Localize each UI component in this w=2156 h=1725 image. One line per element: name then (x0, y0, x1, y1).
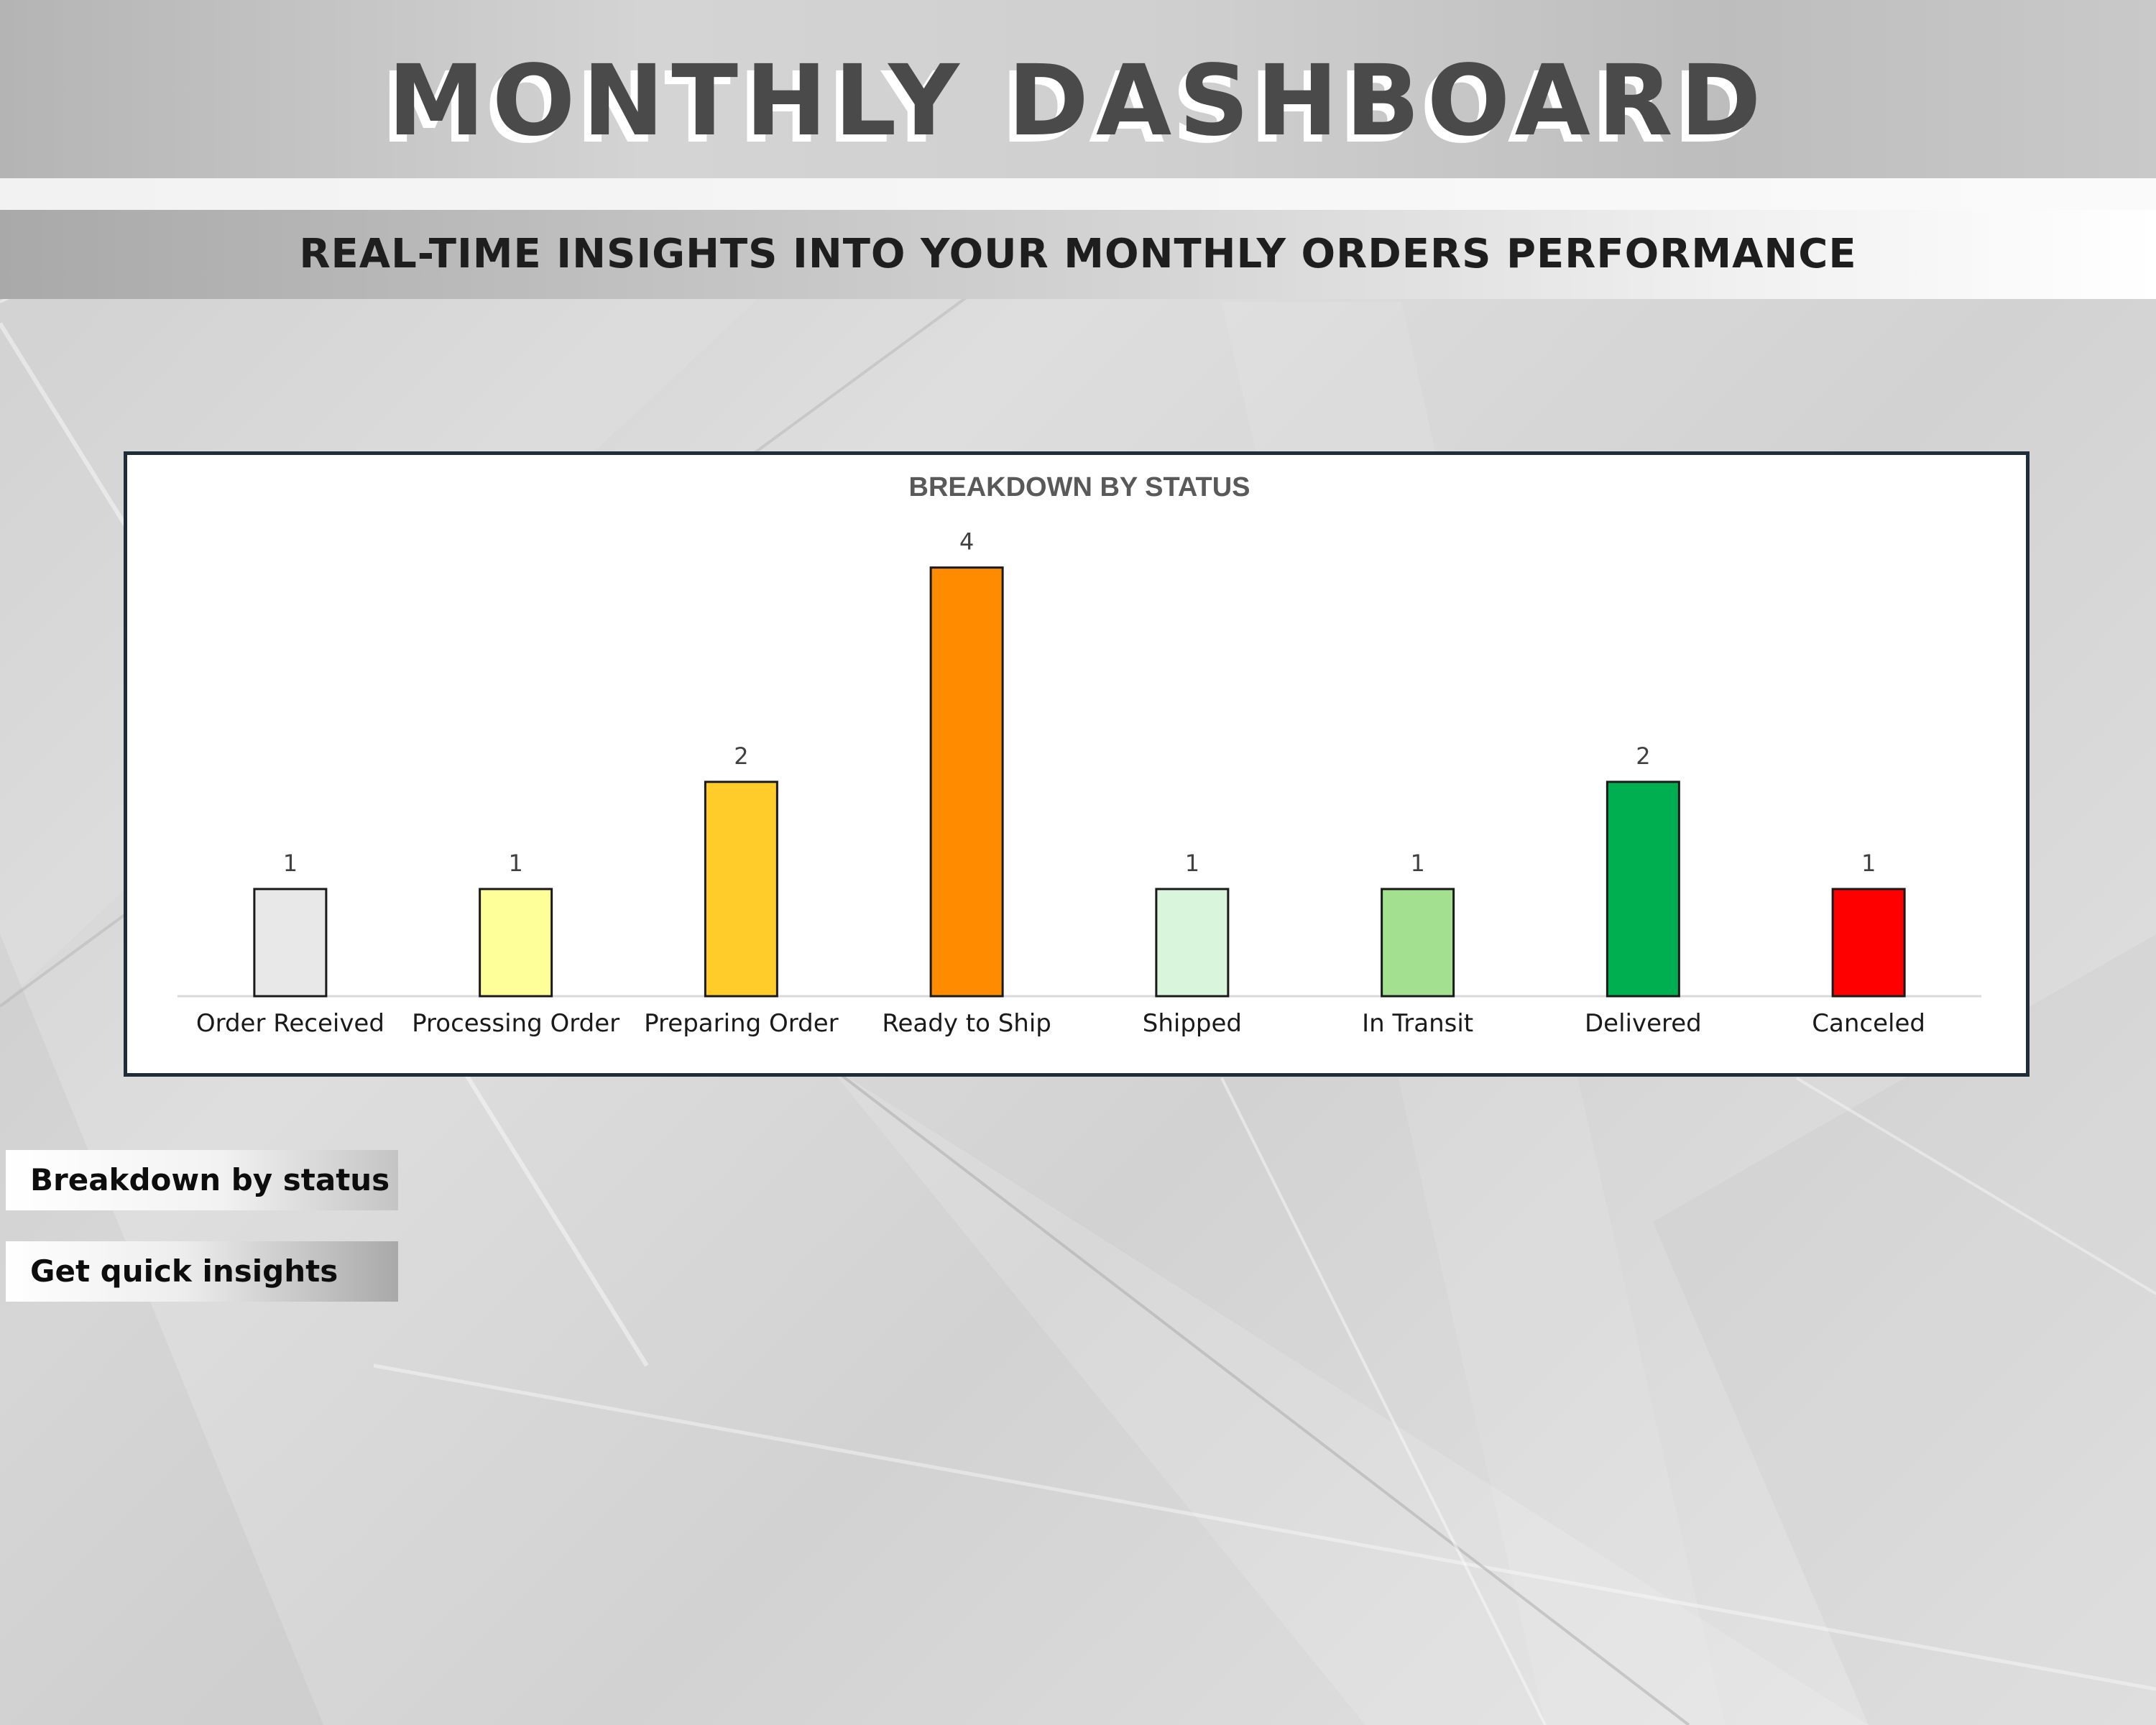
category-label: Delivered (1585, 1009, 1702, 1038)
page-title: MONTHLY DASHBOARD (387, 45, 1769, 158)
subtitle-band: REAL-TIME INSIGHTS INTO YOUR MONTHLY ORD… (0, 210, 2156, 299)
category-label: Processing Order (412, 1009, 619, 1038)
bar-in-transit (1381, 888, 1455, 998)
bar-ready-to-ship (929, 566, 1004, 998)
data-label: 1 (1410, 850, 1424, 877)
status-chart-card: BREAKDOWN BY STATUS 1 Order Received 1 Proc… (124, 451, 2030, 1077)
bar-delivered (1606, 781, 1680, 998)
bar-shipped (1155, 888, 1230, 998)
category-label: Shipped (1143, 1009, 1242, 1038)
category-label: Ready to Ship (882, 1009, 1051, 1038)
data-label: 1 (1861, 850, 1876, 877)
data-label: 2 (1636, 742, 1650, 770)
category-label: In Transit (1362, 1009, 1473, 1038)
data-label: 1 (1185, 850, 1199, 877)
status-bar-chart: BREAKDOWN BY STATUS 1 Order Received 1 Proc… (178, 472, 1981, 1038)
header-band: MONTHLY DASHBOARD (0, 0, 2156, 178)
bar-canceled (1831, 888, 1906, 998)
page-subtitle: REAL-TIME INSIGHTS INTO YOUR MONTHLY ORD… (299, 231, 1857, 277)
category-label: Order Received (196, 1009, 384, 1038)
header-divider (0, 178, 2156, 210)
get-quick-insights-button[interactable]: Get quick insights (6, 1241, 398, 1302)
data-label: 2 (734, 742, 748, 770)
chart-title: BREAKDOWN BY STATUS (909, 472, 1250, 502)
data-label: 4 (959, 528, 974, 556)
data-label: 1 (283, 850, 298, 877)
bar-order-received (253, 888, 328, 998)
category-label: Preparing Order (644, 1009, 838, 1038)
bar-preparing-order (704, 781, 778, 998)
bar-processing-order (479, 888, 553, 998)
breakdown-by-status-button[interactable]: Breakdown by status (6, 1150, 398, 1210)
data-label: 1 (508, 850, 522, 877)
category-label: Canceled (1812, 1009, 1925, 1038)
